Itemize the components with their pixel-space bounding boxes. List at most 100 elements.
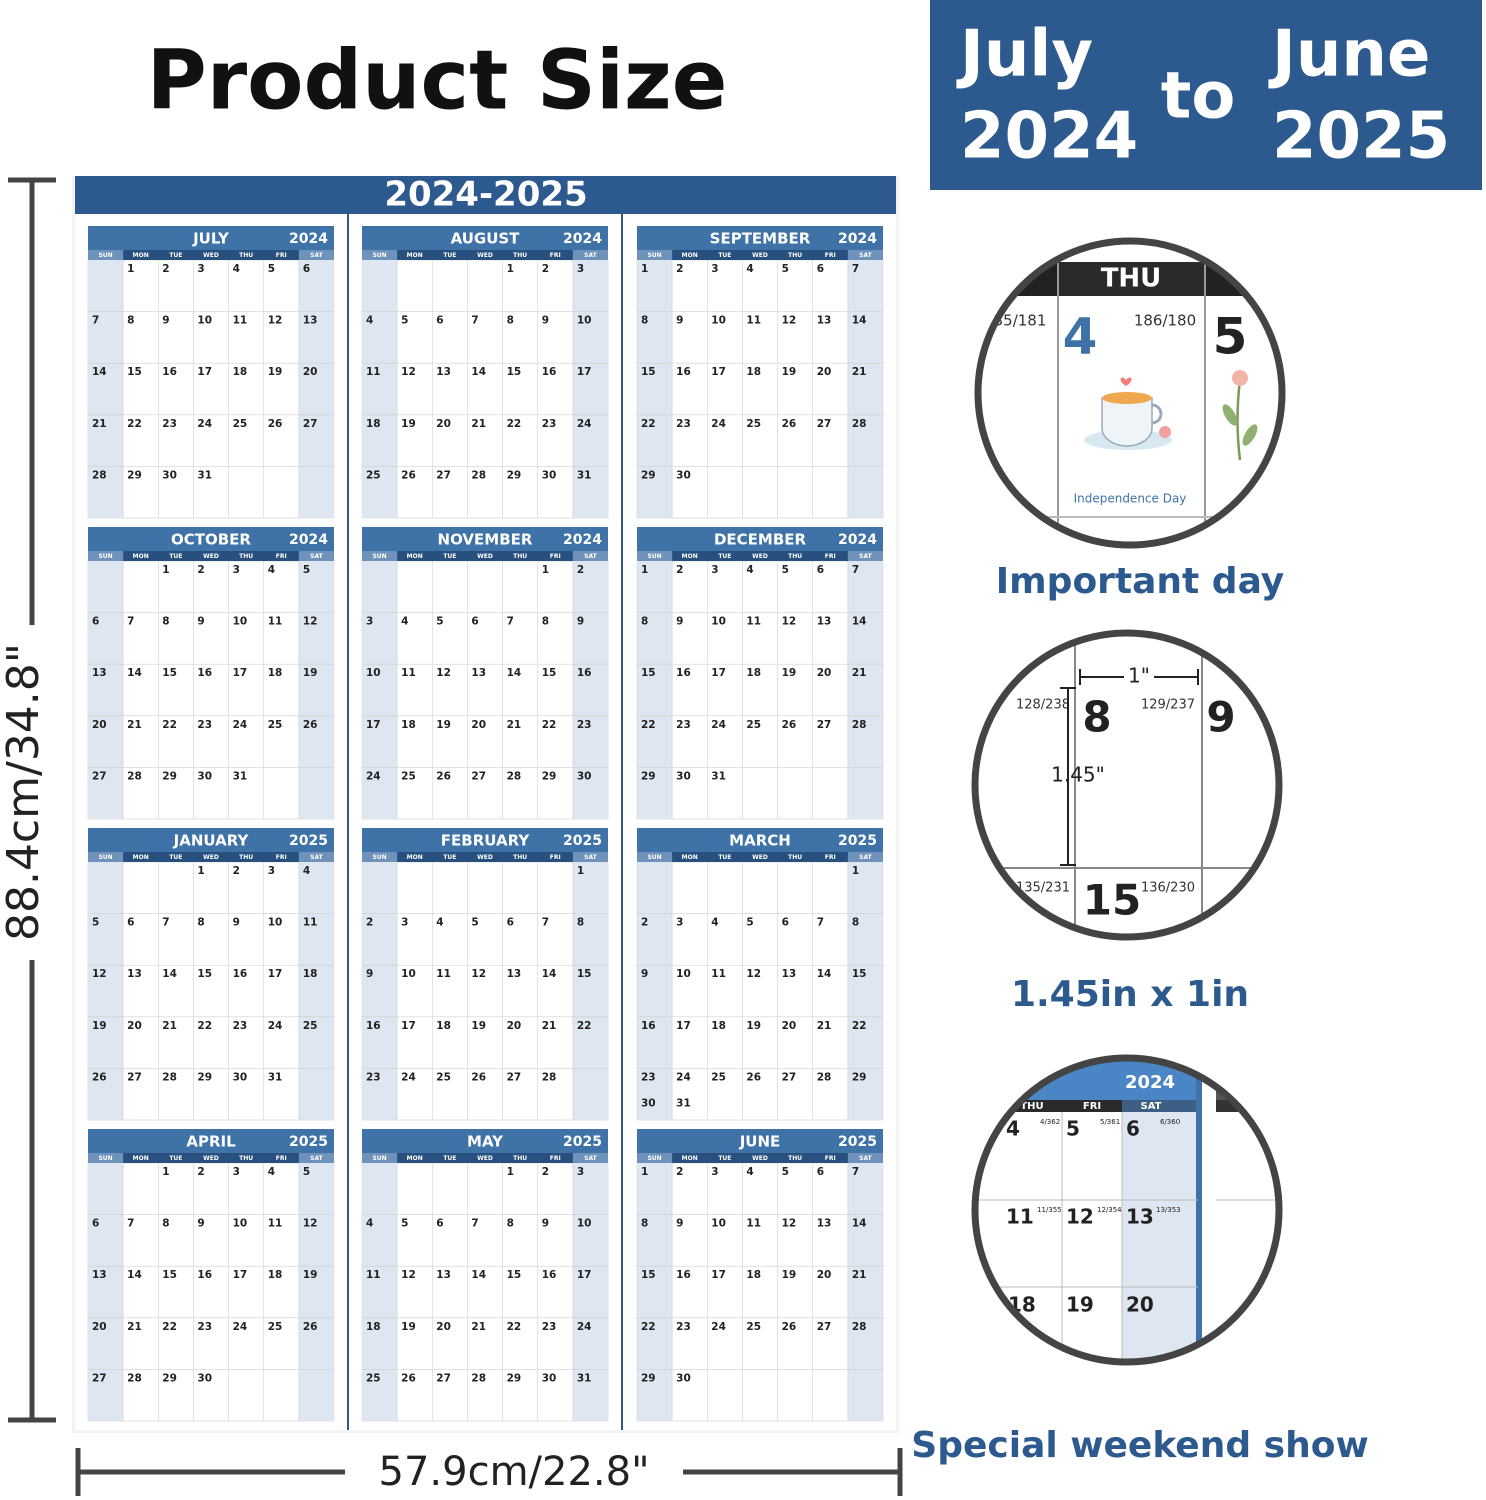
day-number: 18 xyxy=(268,667,283,679)
day-number: 4 xyxy=(233,263,240,275)
day-number: 23 xyxy=(197,719,212,731)
day-number: 5 xyxy=(1066,1117,1080,1141)
day-number: 11 xyxy=(711,968,726,980)
day-count: 135/231 xyxy=(1016,881,1070,896)
day-number: 4 xyxy=(746,263,753,275)
day-number: 5 xyxy=(746,917,753,929)
day-number: 1 xyxy=(507,263,514,275)
day-number: 6 xyxy=(127,917,134,929)
day-number: 28 xyxy=(852,1321,867,1333)
day-number: 1 xyxy=(162,1166,169,1178)
day-number: 24 xyxy=(577,418,592,430)
zoom-frame xyxy=(971,1054,1283,1366)
day-number: 20 xyxy=(817,1269,832,1281)
month-header xyxy=(362,527,608,551)
weekend-header xyxy=(298,250,334,260)
weekday: MON xyxy=(682,553,698,560)
weekend-header xyxy=(637,852,673,862)
day-number: 2 xyxy=(197,1166,204,1178)
day-number: 1 xyxy=(197,865,204,877)
weekday: THU xyxy=(1101,264,1162,294)
day-number: 17 xyxy=(233,667,248,679)
month-name: JANUARY xyxy=(173,832,250,850)
day-number: 30 xyxy=(542,469,557,481)
weekend-column xyxy=(88,260,124,518)
day-number: 28 xyxy=(817,1071,832,1083)
weekday-row xyxy=(88,551,334,561)
day-number: 17 xyxy=(401,1020,416,1032)
weekend-column xyxy=(88,1163,124,1421)
weekday: WED xyxy=(203,854,219,861)
month-name: APRIL xyxy=(186,1133,236,1151)
day-number: 9 xyxy=(676,315,683,327)
day-number: 27 xyxy=(782,1071,797,1083)
month-name: SEPTEMBER xyxy=(710,230,811,248)
from-month: July xyxy=(956,18,1093,92)
weekday: SUN xyxy=(372,1155,386,1162)
weekend-header xyxy=(572,250,608,260)
day-number: 4 xyxy=(401,616,408,628)
day-number: 5 xyxy=(303,564,310,576)
day-number: 23 xyxy=(366,1071,381,1083)
day-number: 12 xyxy=(782,315,797,327)
day-number: 23 xyxy=(577,719,592,731)
day-number: 21 xyxy=(471,418,486,430)
day-number: 27 xyxy=(817,418,832,430)
day-number: 4 xyxy=(1006,1117,1020,1141)
weekday: FRI xyxy=(276,553,287,560)
month-year: 2024 xyxy=(289,532,328,548)
day-count: 5/361 xyxy=(1100,1118,1120,1126)
day-number: 28 xyxy=(162,1071,177,1083)
weekday: THU xyxy=(513,854,527,861)
month-year: 2025 xyxy=(838,833,877,849)
day-number: 24 xyxy=(233,719,248,731)
day-number: 1 xyxy=(127,263,134,275)
weekday-row xyxy=(362,551,608,561)
day-number: 19 xyxy=(401,418,416,430)
day-number: 2 xyxy=(676,263,683,275)
day-number: 29 xyxy=(162,770,177,782)
day-number: 12 xyxy=(401,1269,416,1281)
day-number: 4 xyxy=(436,917,443,929)
weekend-header xyxy=(88,852,124,862)
day-number: 27 xyxy=(436,469,451,481)
day-number: 7 xyxy=(542,917,549,929)
day-number: 14 xyxy=(852,1218,867,1230)
day-number: 7 xyxy=(471,1218,478,1230)
weekday: FRI xyxy=(825,1155,836,1162)
weekend-header xyxy=(637,250,673,260)
day-number: 24 xyxy=(366,770,381,782)
day-number: 25 xyxy=(366,469,381,481)
weekend-column xyxy=(362,561,398,819)
day-number: 8 xyxy=(1082,693,1111,742)
month-body xyxy=(361,861,609,1121)
day-number: 30 xyxy=(197,770,212,782)
month-header xyxy=(362,226,608,250)
weekend-header xyxy=(847,250,883,260)
day-number: 11 xyxy=(401,667,416,679)
weekend-column xyxy=(298,1163,334,1421)
day-number: 9 xyxy=(676,616,683,628)
day-number: 19 xyxy=(746,1020,761,1032)
day-number: 10 xyxy=(711,616,726,628)
weekday-row xyxy=(637,250,883,260)
day-number: 7 xyxy=(92,315,99,327)
day-number: 23 xyxy=(233,1020,248,1032)
day-number: 2 xyxy=(641,917,648,929)
day-number: 24 xyxy=(711,1321,726,1333)
month-body xyxy=(636,259,884,519)
weekday: SUN xyxy=(372,854,386,861)
day-number: 10 xyxy=(577,1218,592,1230)
day-number: 17 xyxy=(577,1269,592,1281)
day-number: 5 xyxy=(1213,308,1248,366)
day-number: 26 xyxy=(303,719,318,731)
day-number: 14 xyxy=(471,1269,486,1281)
day-number: 5 xyxy=(401,1218,408,1230)
day-number: 25 xyxy=(436,1071,451,1083)
month-header xyxy=(637,828,883,852)
day-number: 17 xyxy=(233,1269,248,1281)
